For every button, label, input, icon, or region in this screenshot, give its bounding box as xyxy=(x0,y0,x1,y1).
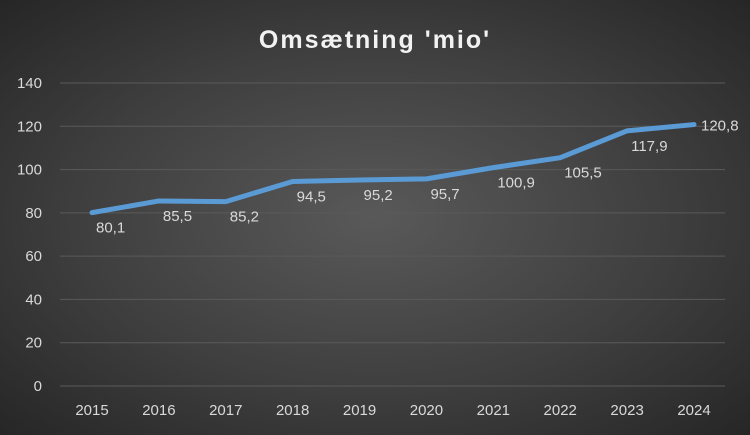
x-tick-label: 2016 xyxy=(142,402,175,419)
chart-title: Omsætning 'mio' xyxy=(259,26,491,54)
x-tick-label: 2019 xyxy=(343,402,376,419)
y-tick-label: 20 xyxy=(25,335,42,352)
x-tick-label: 2023 xyxy=(610,402,643,419)
x-axis-ticks: 2015 2016 2017 2018 2019 2020 2021 2022 2023 2024 xyxy=(75,402,710,419)
y-tick-label: 40 xyxy=(25,291,42,308)
data-label: 95,7 xyxy=(430,186,459,203)
y-tick-label: 0 xyxy=(34,378,42,395)
x-tick-label: 2018 xyxy=(276,402,309,419)
data-label: 95,2 xyxy=(364,187,393,204)
x-tick-label: 2017 xyxy=(209,402,242,419)
y-tick-label: 80 xyxy=(25,205,42,222)
gridlines xyxy=(60,82,725,387)
data-label: 94,5 xyxy=(297,188,326,205)
data-label: 105,5 xyxy=(564,165,602,182)
data-label: 85,5 xyxy=(163,208,192,225)
y-axis-ticks: 0 20 40 60 80 100 120 140 xyxy=(17,75,42,395)
x-tick-label: 2020 xyxy=(410,402,443,419)
data-label: 117,9 xyxy=(631,138,667,155)
data-labels: 80,1 85,5 85,2 94,5 95,2 95,7 100,9 105,5 117,9 1… xyxy=(91,118,739,237)
x-tick-label: 2015 xyxy=(75,402,108,419)
y-tick-label: 100 xyxy=(17,162,42,179)
data-label: 80,1 xyxy=(96,220,125,237)
series-line xyxy=(89,122,697,216)
x-tick-label: 2024 xyxy=(677,402,710,419)
data-label: 100,9 xyxy=(497,175,535,192)
y-tick-label: 60 xyxy=(25,248,42,265)
data-label: 120,8 xyxy=(701,118,739,135)
data-label: 85,2 xyxy=(230,209,259,226)
x-tick-label: 2022 xyxy=(544,402,577,419)
y-tick-label: 120 xyxy=(17,118,42,135)
y-tick-label: 140 xyxy=(17,75,42,92)
x-tick-label: 2021 xyxy=(477,402,510,419)
